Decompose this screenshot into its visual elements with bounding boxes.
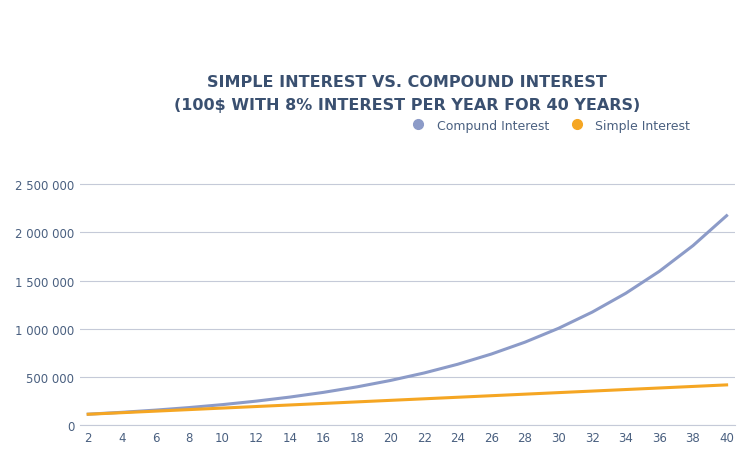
- Legend: Compund Interest, Simple Interest: Compund Interest, Simple Interest: [400, 114, 695, 137]
- Title: SIMPLE INTEREST VS. COMPOUND INTEREST
(100$ WITH 8% INTEREST PER YEAR FOR 40 YEA: SIMPLE INTEREST VS. COMPOUND INTEREST (1…: [174, 75, 640, 113]
